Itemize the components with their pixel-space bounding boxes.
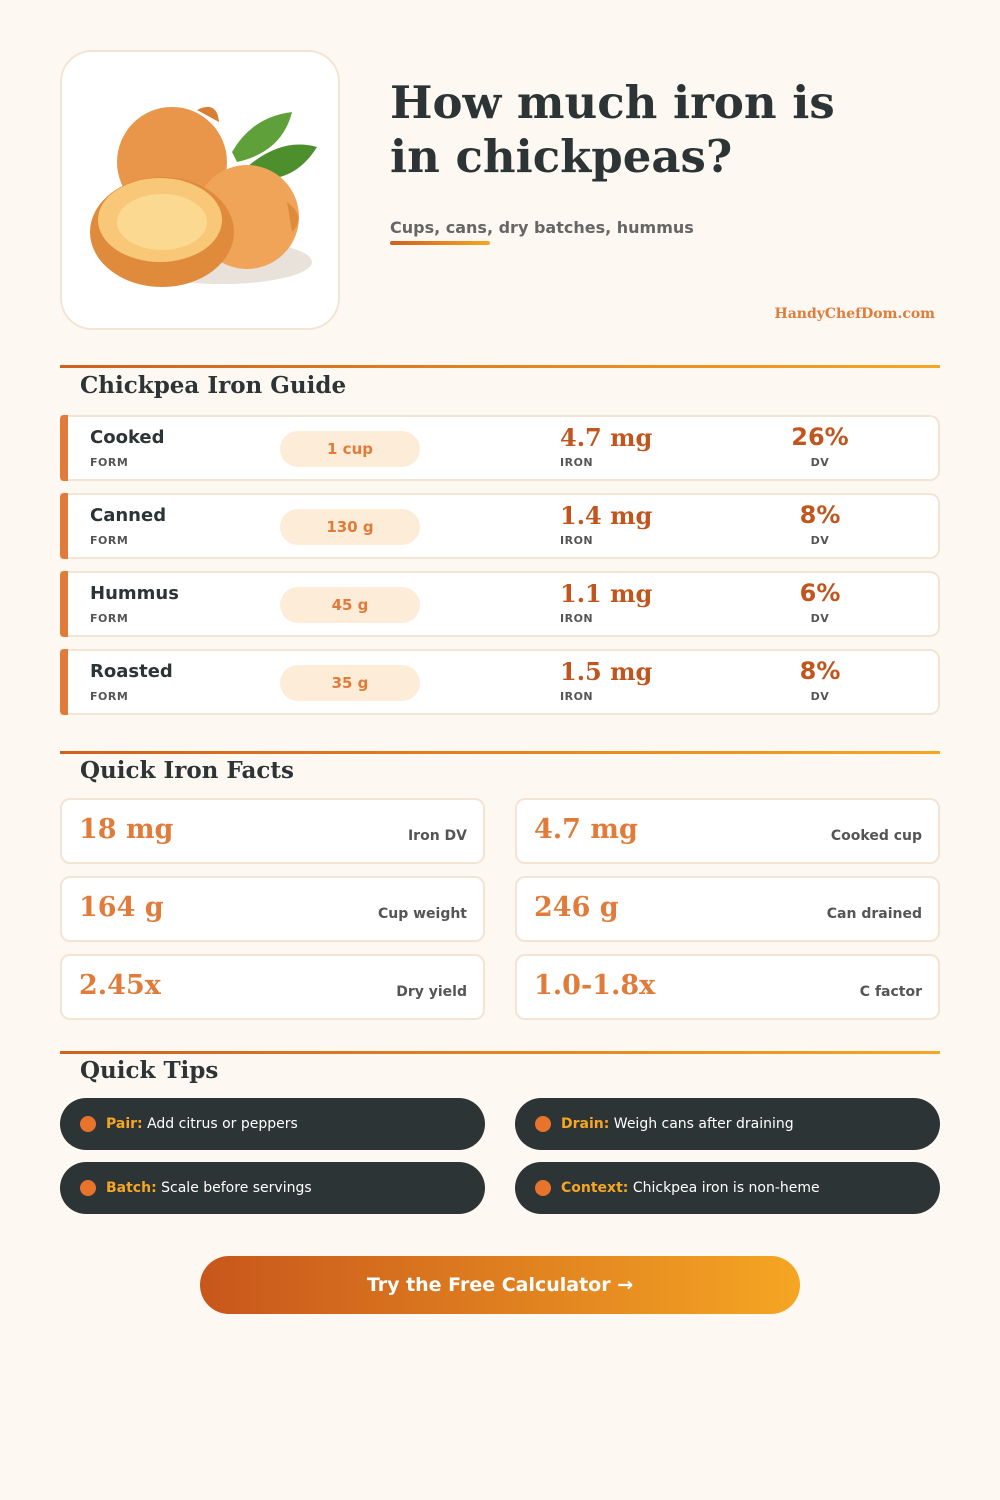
tip-pill: Batch: Scale before servings — [60, 1162, 485, 1214]
fact-label: C factor — [859, 984, 922, 1000]
form-label: FORM — [90, 456, 129, 469]
fact-card: 246 g Can drained — [515, 876, 940, 942]
section-heading: Chickpea Iron Guide — [80, 372, 347, 399]
fact-label: Dry yield — [396, 984, 467, 1000]
tip-line: Pair: Add citrus or peppers — [106, 1098, 298, 1150]
fact-value: 2.45x — [79, 970, 161, 1001]
dv-label: DV — [810, 534, 830, 547]
form-name: Roasted — [90, 661, 173, 682]
fact-label: Can drained — [826, 906, 922, 922]
iron-label: IRON — [560, 534, 594, 547]
guide-row: Cooked FORM 1 cup 4.7 mg IRON 26% DV — [60, 415, 940, 481]
site: HandyChefDom.com — [774, 306, 936, 322]
iron-value: 4.7 mg — [560, 423, 653, 452]
tip-line: Batch: Scale before servings — [106, 1162, 312, 1214]
tip-line: Drain: Weigh cans after draining — [561, 1098, 794, 1150]
tip-text: Weigh cans after draining — [613, 1116, 794, 1132]
iron-label: IRON — [560, 456, 594, 469]
iron-value: 1.5 mg — [560, 657, 653, 686]
serving-pill: 45 g — [280, 587, 420, 623]
row-accent — [60, 571, 68, 637]
iron-value: 1.1 mg — [560, 579, 653, 608]
dv-value: 26% — [791, 423, 849, 451]
row-accent — [60, 415, 68, 481]
row-accent — [60, 493, 68, 559]
dv-label: DV — [810, 690, 830, 703]
fact-value: 164 g — [79, 892, 164, 923]
tip-text: Scale before servings — [161, 1180, 312, 1196]
chickpea-illustration — [90, 106, 317, 287]
tip-label: Pair: — [106, 1116, 143, 1132]
fact-value: 18 mg — [79, 814, 174, 845]
tip-dot — [80, 1116, 96, 1132]
tip-text: Add citrus or peppers — [147, 1116, 298, 1132]
fact-card: 2.45x Dry yield — [60, 954, 485, 1020]
tip-pill: Pair: Add citrus or peppers — [60, 1098, 485, 1150]
serving-pill: 130 g — [280, 509, 420, 545]
tip-dot — [535, 1116, 551, 1132]
row-accent — [60, 649, 68, 715]
subtitle-underline — [390, 241, 490, 245]
form-label: FORM — [90, 534, 129, 547]
dv-label: DV — [810, 612, 830, 625]
tip-label: Drain: — [561, 1116, 610, 1132]
form-label: FORM — [90, 690, 129, 703]
form-label: FORM — [90, 612, 129, 625]
dv-value: 6% — [799, 579, 841, 607]
fact-card: 18 mg Iron DV — [60, 798, 485, 864]
title: How much iron is in chickpeas? — [390, 76, 835, 183]
fact-value: 4.7 mg — [534, 814, 638, 845]
cta-button[interactable]: Try the Free Calculator → — [200, 1256, 800, 1314]
subtitle: Cups, cans, dry batches, hummus — [390, 218, 694, 237]
fact-card: 4.7 mg Cooked cup — [515, 798, 940, 864]
guide-row: Roasted FORM 35 g 1.5 mg IRON 8% DV — [60, 649, 940, 715]
tip-dot — [80, 1180, 96, 1196]
fact-label: Cup weight — [377, 906, 467, 922]
tip-label: Batch: — [106, 1180, 157, 1196]
tip-text: Chickpea iron is non-heme — [632, 1180, 820, 1196]
iron-label: IRON — [560, 612, 594, 625]
serving-pill: 35 g — [280, 665, 420, 701]
fact-value: 246 g — [534, 892, 619, 923]
dv-value: 8% — [799, 657, 841, 685]
section-heading: Quick Tips — [80, 1057, 219, 1084]
dv-value: 8% — [799, 501, 841, 529]
form-name: Cooked — [90, 427, 165, 448]
iron-value: 1.4 mg — [560, 501, 653, 530]
fact-card: 164 g Cup weight — [60, 876, 485, 942]
fact-label: Cooked cup — [830, 828, 922, 844]
iron-label: IRON — [560, 690, 594, 703]
section-line — [60, 1051, 940, 1054]
tip-pill: Drain: Weigh cans after draining — [515, 1098, 940, 1150]
form-name: Canned — [90, 505, 167, 526]
section-heading: Quick Iron Facts — [80, 757, 294, 784]
guide-row: Hummus FORM 45 g 1.1 mg IRON 6% DV — [60, 571, 940, 637]
tip-line: Context: Chickpea iron is non-heme — [561, 1162, 820, 1214]
section-line — [60, 751, 940, 754]
guide-row: Canned FORM 130 g 1.4 mg IRON 8% DV — [60, 493, 940, 559]
image-card — [60, 50, 340, 330]
fact-card: 1.0-1.8x C factor — [515, 954, 940, 1020]
fact-value: 1.0-1.8x — [534, 970, 656, 1001]
serving-pill: 1 cup — [280, 431, 420, 467]
section-line — [60, 365, 940, 368]
tip-pill: Context: Chickpea iron is non-heme — [515, 1162, 940, 1214]
tip-label: Context: — [561, 1180, 629, 1196]
tip-dot — [535, 1180, 551, 1196]
fact-label: Iron DV — [407, 828, 467, 844]
dv-label: DV — [810, 456, 830, 469]
form-name: Hummus — [90, 583, 179, 604]
